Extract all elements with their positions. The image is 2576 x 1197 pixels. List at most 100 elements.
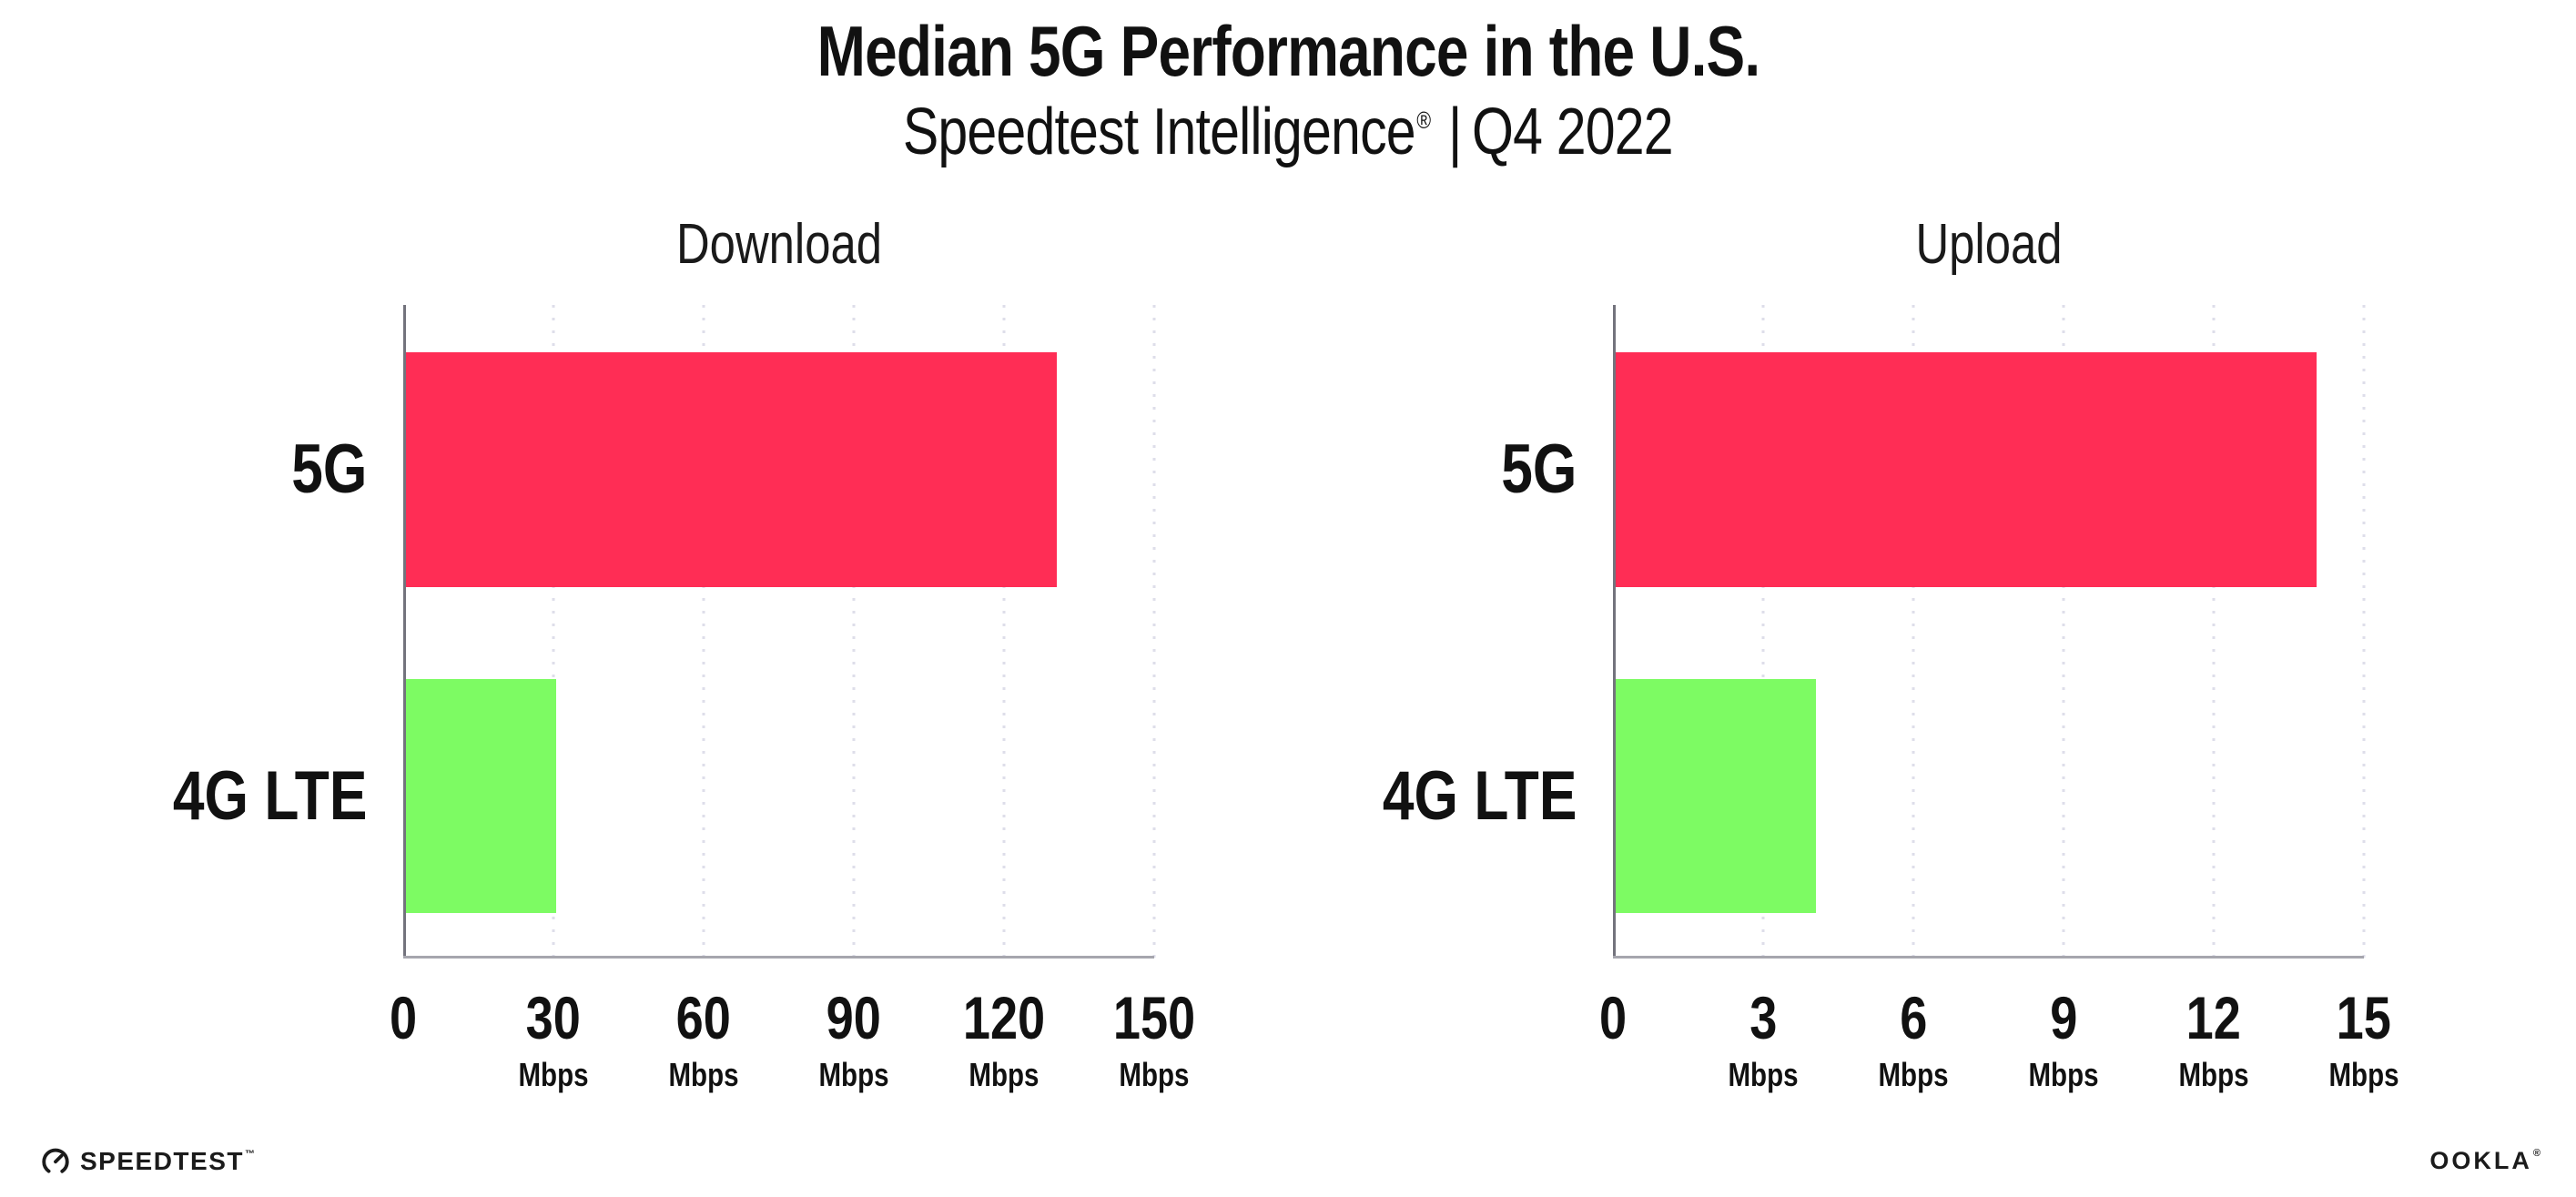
tick-value-text: 120: [962, 984, 1046, 1051]
tick-value-text: 15: [2336, 984, 2392, 1051]
tick-unit-text: Mbps: [668, 1056, 739, 1093]
download-chart: Download 5G 4G LTE 0 30 Mbps 60 Mbps: [172, 213, 1195, 1091]
category-label-4g-lte-text: 4G LTE: [172, 757, 367, 835]
tick-value-text: 12: [2186, 984, 2242, 1051]
tick-unit-text: Mbps: [2028, 1056, 2099, 1093]
tick-value-text: 90: [826, 984, 882, 1051]
tick-unit: Mbps: [1104, 1059, 1204, 1091]
tick-value: 9: [2021, 988, 2106, 1048]
upload-chart-title-text: Upload: [1914, 213, 2063, 276]
tick-unit: Mbps: [1720, 1059, 1806, 1091]
upload-chart: Upload 5G 4G LTE 0 3 Mbps 6 Mbps: [1382, 213, 2399, 1091]
speedtest-logo: SPEEDTEST™: [40, 1146, 256, 1177]
x-tick-label: 3 Mbps: [1720, 988, 1806, 1091]
category-label-5g: 5G: [1485, 435, 1577, 504]
tick-value: 90: [811, 988, 897, 1048]
tick-value-text: 6: [1899, 984, 1928, 1051]
category-label-4g-lte: 4G LTE: [130, 762, 367, 831]
tick-unit: Mbps: [2021, 1059, 2106, 1091]
tick-unit: Mbps: [2321, 1059, 2407, 1091]
tick-value: 30: [511, 988, 596, 1048]
gridline: [552, 305, 555, 959]
tick-value: 150: [1104, 988, 1204, 1048]
speedtest-gauge-icon: [40, 1146, 71, 1177]
subtitle-period: Q4 2022: [1472, 95, 1674, 168]
tick-value: 3: [1720, 988, 1806, 1048]
gridline: [702, 305, 705, 959]
tick-value-text: 60: [675, 984, 732, 1051]
tick-value: 120: [954, 988, 1054, 1048]
tick-unit: Mbps: [2171, 1059, 2257, 1091]
gridline: [2362, 305, 2366, 959]
tick-unit: Mbps: [954, 1059, 1054, 1091]
category-label-5g: 5G: [275, 435, 367, 504]
tick-unit-text: Mbps: [1728, 1056, 1799, 1093]
tick-unit-text: Mbps: [2328, 1056, 2399, 1093]
tick-value: 60: [661, 988, 746, 1048]
x-tick-label: 6 Mbps: [1871, 988, 1956, 1091]
y-axis-line: [1613, 305, 1616, 959]
category-label-4g-lte-text: 4G LTE: [1382, 757, 1577, 835]
upload-chart-title: Upload: [1899, 212, 2077, 277]
x-tick-label: 120 Mbps: [954, 988, 1054, 1091]
tick-unit-text: Mbps: [969, 1056, 1040, 1093]
tick-unit-text: Mbps: [1878, 1056, 1949, 1093]
x-tick-label: 0: [387, 988, 421, 1048]
registered-mark: ®: [2532, 1148, 2543, 1159]
tick-unit-text: Mbps: [1119, 1056, 1190, 1093]
x-tick-label: 150 Mbps: [1104, 988, 1204, 1091]
x-axis-line: [1613, 956, 2364, 959]
x-tick-label: 60 Mbps: [661, 988, 746, 1091]
tick-unit: Mbps: [1871, 1059, 1956, 1091]
x-tick-label: 15 Mbps: [2321, 988, 2407, 1091]
x-tick-label: 0: [1597, 988, 1630, 1048]
gridline: [1002, 305, 1006, 959]
gridline: [2062, 305, 2065, 959]
x-tick-label: 12 Mbps: [2171, 988, 2257, 1091]
bar-5g-upload: [1616, 352, 2317, 587]
tick-value-text: 0: [389, 984, 418, 1051]
bar-4g-lte-download: [406, 679, 556, 913]
y-axis-line: [403, 305, 406, 959]
upload-plot-area: 5G 4G LTE 0 3 Mbps 6 Mbps 9 Mbps 12 Mbps: [1382, 305, 2399, 1091]
tick-unit-text: Mbps: [818, 1056, 889, 1093]
tick-unit-text: Mbps: [2178, 1056, 2249, 1093]
tick-value: 0: [387, 988, 421, 1048]
download-plot-area: 5G 4G LTE 0 30 Mbps 60 Mbps 90 Mbps 120 …: [172, 305, 1195, 1091]
x-tick-label: 9 Mbps: [2021, 988, 2106, 1091]
tick-value: 12: [2171, 988, 2257, 1048]
tick-value-text: 0: [1598, 984, 1628, 1051]
ookla-logo: OOKLA®: [2429, 1149, 2543, 1173]
tick-unit: Mbps: [661, 1059, 746, 1091]
ookla-wordmark-text: OOKLA: [2429, 1147, 2532, 1174]
gridline: [852, 305, 856, 959]
gridline: [1152, 305, 1156, 959]
gridline: [1761, 305, 1765, 959]
speedtest-wordmark-text: SPEEDTEST: [80, 1147, 244, 1175]
tick-unit-text: Mbps: [518, 1056, 589, 1093]
trademark-mark: ™: [244, 1149, 257, 1160]
download-chart-title: Download: [654, 212, 905, 277]
category-label-4g-lte: 4G LTE: [1340, 762, 1577, 831]
bar-5g-download: [406, 352, 1057, 587]
download-chart-title-text: Download: [675, 213, 882, 276]
subtitle-brand: Speedtest Intelligence: [903, 95, 1416, 168]
tick-value-text: 9: [2049, 984, 2078, 1051]
x-axis-line: [403, 956, 1154, 959]
tick-value-text: 3: [1749, 984, 1778, 1051]
page-subtitle: Speedtest Intelligence® | Q4 2022: [0, 95, 2576, 168]
tick-value: 15: [2321, 988, 2407, 1048]
tick-unit: Mbps: [511, 1059, 596, 1091]
tick-value: 0: [1597, 988, 1630, 1048]
subtitle-separator: |: [1448, 95, 1462, 168]
category-label-5g-text: 5G: [1500, 431, 1577, 508]
registered-mark: ®: [1416, 106, 1432, 134]
x-tick-label: 30 Mbps: [511, 988, 596, 1091]
header: Median 5G Performance in the U.S. Speedt…: [0, 14, 2576, 168]
gridline: [1912, 305, 1915, 959]
tick-value-text: 150: [1112, 984, 1196, 1051]
speedtest-wordmark: SPEEDTEST™: [80, 1149, 256, 1174]
category-label-5g-text: 5G: [290, 431, 367, 508]
x-tick-label: 90 Mbps: [811, 988, 897, 1091]
